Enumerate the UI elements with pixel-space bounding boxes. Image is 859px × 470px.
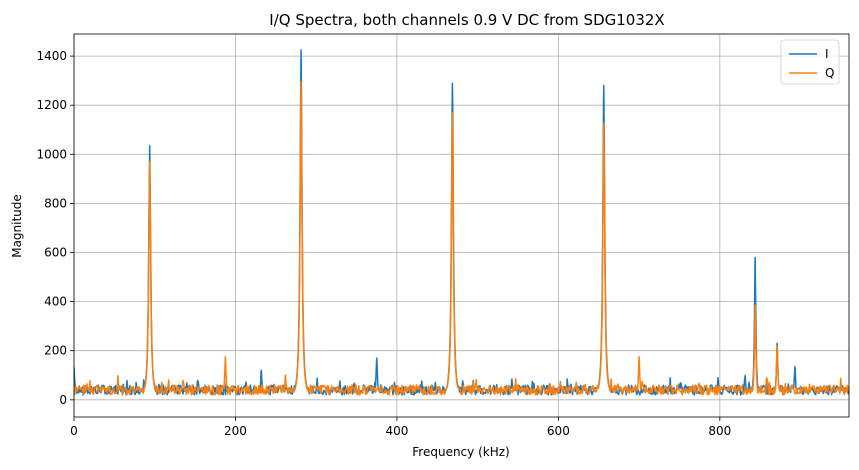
- grid: [73, 34, 849, 417]
- y-tick-label: 600: [44, 246, 67, 260]
- legend: IQ: [780, 39, 840, 85]
- series-layer: [74, 49, 849, 396]
- x-tick-label: 200: [224, 424, 247, 438]
- y-axis-label: Magnitude: [10, 194, 24, 258]
- x-axis: 0 200 400 600 800: [70, 417, 731, 438]
- x-tick-label: 600: [547, 424, 570, 438]
- x-axis-label: Frequency (kHz): [412, 445, 509, 459]
- axes-frame: [73, 33, 850, 418]
- chart-title: I/Q Spectra, both channels 0.9 V DC from…: [269, 11, 664, 29]
- y-tick-label: 400: [44, 295, 67, 309]
- x-tick-label: 0: [70, 424, 78, 438]
- y-tick-label: 0: [59, 393, 67, 407]
- y-tick-label: 800: [44, 196, 67, 210]
- y-tick-label: 1000: [36, 147, 67, 161]
- x-tick-label: 400: [385, 424, 408, 438]
- plot-area: [74, 49, 849, 396]
- legend-label-i: I: [825, 47, 829, 61]
- legend-label-q: Q: [825, 66, 834, 80]
- y-axis: 0 200 400 600 800 1000 1200 1400: [36, 49, 74, 407]
- x-tick-label: 800: [708, 424, 731, 438]
- y-tick-label: 200: [44, 344, 67, 358]
- y-tick-label: 1400: [36, 49, 67, 63]
- series-line-q: [74, 81, 849, 396]
- y-tick-label: 1200: [36, 98, 67, 112]
